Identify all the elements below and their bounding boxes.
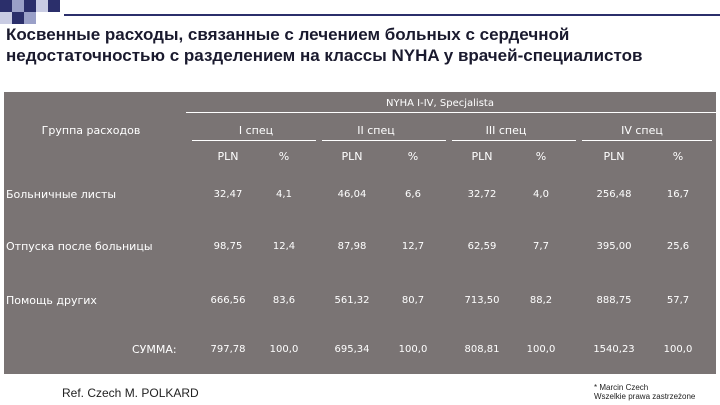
table-cell: 16,7	[666, 189, 690, 200]
deco-square	[48, 0, 60, 12]
expense-group-header: Группа расходов	[41, 124, 141, 137]
table-cell: 256,48	[596, 189, 632, 200]
table-cell: 80,7	[401, 295, 425, 306]
table-cell: 1540,23	[593, 344, 635, 355]
subheader-percent: %	[407, 150, 419, 163]
table-cell: 25,6	[666, 241, 690, 252]
table-cell: 888,75	[596, 295, 632, 306]
table-cell: 100,0	[526, 344, 556, 355]
table-cell: 713,50	[464, 295, 500, 306]
reference-note: Ref. Czech M. POLKARD	[62, 386, 199, 400]
class-header-4: IV спец	[621, 124, 663, 137]
row-label-sick-leave: Больничные листы	[6, 188, 117, 201]
row-label-post-hospital-leave: Отпуска после больницы	[6, 240, 153, 253]
table-cell: 12,4	[272, 241, 296, 252]
table-cell: 395,00	[596, 241, 632, 252]
class-rule	[322, 140, 446, 141]
subheader-percent: %	[672, 150, 684, 163]
subheader-pln: PLN	[603, 150, 625, 163]
cost-table-panel: NYHA I-IV, Specjalista Группа расходов I…	[4, 92, 716, 374]
deco-line	[64, 14, 720, 16]
deco-square	[36, 0, 48, 12]
row-label-sum: СУММА:	[132, 343, 177, 356]
class-header-1: I спец	[238, 124, 274, 137]
table-cell: 695,34	[334, 344, 370, 355]
row-label-help-from-others: Помощь других	[6, 294, 97, 307]
table-cell: 7,7	[533, 241, 549, 252]
table-cell: 87,98	[337, 241, 367, 252]
table-cell: 12,7	[401, 241, 425, 252]
table-cell: 46,04	[337, 189, 367, 200]
slide-title: Косвенные расходы, связанные с лечением …	[6, 25, 643, 65]
table-cell: 88,2	[529, 295, 553, 306]
table-cell: 100,0	[398, 344, 428, 355]
table-cell: 4,0	[533, 189, 549, 200]
subheader-pln: PLN	[217, 150, 239, 163]
table-cell: 6,6	[405, 189, 421, 200]
nyha-super-header: NYHA I-IV, Specjalista	[386, 98, 494, 109]
subheader-percent: %	[535, 150, 547, 163]
table-cell: 666,56	[210, 295, 246, 306]
deco-square	[24, 0, 36, 12]
table-cell: 32,47	[213, 189, 243, 200]
class-rule	[452, 140, 576, 141]
deco-square	[24, 12, 36, 24]
table-cell: 98,75	[213, 241, 243, 252]
table-cell: 4,1	[276, 189, 292, 200]
table-cell: 32,72	[467, 189, 497, 200]
table-cell: 561,32	[334, 295, 370, 306]
table-cell: 57,7	[666, 295, 690, 306]
deco-square	[12, 0, 24, 12]
subheader-pln: PLN	[341, 150, 363, 163]
subheader-pln: PLN	[471, 150, 493, 163]
table-cell: 808,81	[464, 344, 500, 355]
class-header-2: II спец	[357, 124, 395, 137]
copyright-author: * Marcin Czech	[594, 383, 649, 392]
table-cell: 100,0	[269, 344, 299, 355]
super-header-rule	[186, 112, 716, 113]
copyright-rights: Wszelkie prawa zastrzeżone	[594, 392, 696, 401]
class-rule	[192, 140, 316, 141]
table-cell: 62,59	[467, 241, 497, 252]
deco-square	[0, 12, 12, 24]
table-cell: 100,0	[663, 344, 693, 355]
class-header-3: III спец	[485, 124, 527, 137]
header-decoration	[0, 0, 720, 36]
table-cell: 83,6	[272, 295, 296, 306]
table-cell: 797,78	[210, 344, 246, 355]
subheader-percent: %	[278, 150, 290, 163]
deco-square	[12, 12, 24, 24]
copyright-note: * Marcin Czech Wszelkie prawa zastrzeżon…	[594, 383, 695, 401]
class-rule	[582, 140, 712, 141]
deco-square	[0, 0, 12, 12]
